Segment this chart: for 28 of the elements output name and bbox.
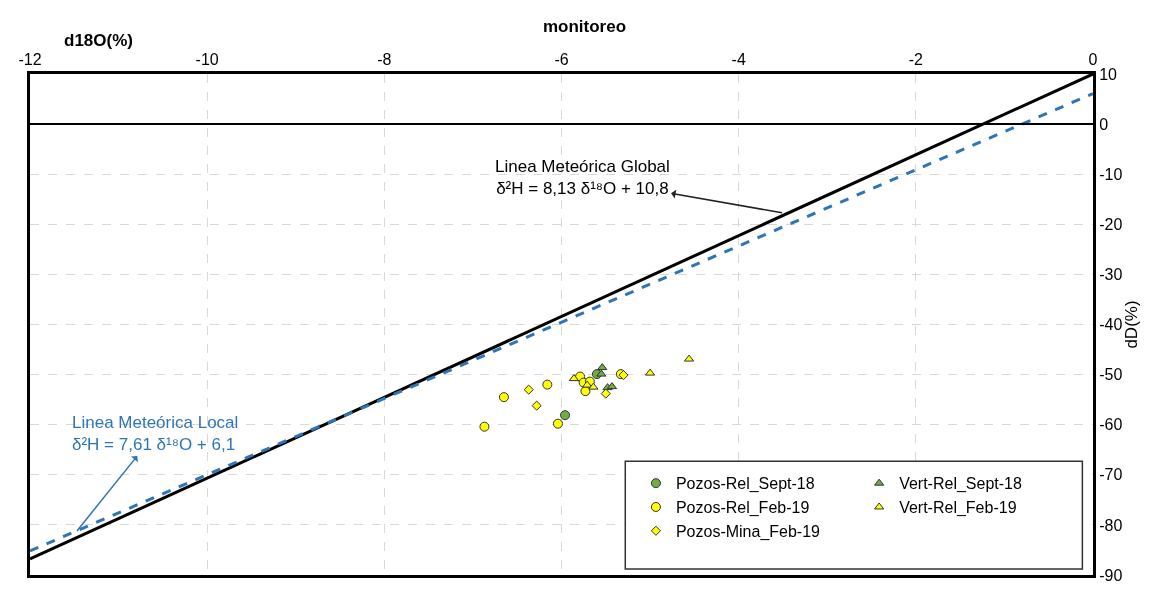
y-tick-label: -60 bbox=[1099, 416, 1123, 434]
y-tick-label: -20 bbox=[1099, 215, 1123, 233]
annotation: Linea Meteórica Global δ²H = 8,13 δ¹⁸O + 10,8 bbox=[495, 157, 670, 199]
x-axis-title: d18O(%) bbox=[64, 31, 133, 50]
x-tick-label: -2 bbox=[908, 50, 924, 68]
y-axis-title: dD(%) bbox=[1122, 300, 1142, 349]
y-tick-label: -40 bbox=[1099, 316, 1123, 334]
y-tick-label: -50 bbox=[1099, 366, 1123, 384]
legend-label: Vert-Rel_Feb-19 bbox=[899, 499, 1017, 518]
x-tick-label: -4 bbox=[731, 50, 746, 68]
x-tick-label: -6 bbox=[554, 50, 569, 68]
x-tick-label: 0 bbox=[1088, 50, 1098, 68]
legend-label: Pozos-Rel_Sept-18 bbox=[675, 475, 815, 494]
legend-label: Vert-Rel_Sept-18 bbox=[899, 475, 1022, 494]
x-tick-label: -8 bbox=[377, 50, 392, 68]
y-tick-label: 10 bbox=[1099, 65, 1118, 83]
y-tick-label: -90 bbox=[1099, 566, 1123, 584]
y-tick-label: -30 bbox=[1099, 266, 1123, 283]
chart-title: monitoreo bbox=[542, 17, 627, 37]
y-tick-label: -10 bbox=[1099, 165, 1123, 183]
y-tick-label: -70 bbox=[1099, 466, 1123, 484]
x-tick-label: -10 bbox=[195, 50, 219, 68]
y-tick-label: 0 bbox=[1099, 115, 1109, 133]
legend-label: Pozos-Mina_Feb-19 bbox=[675, 523, 821, 542]
x-tick-label: -12 bbox=[18, 50, 42, 68]
y-tick-label: -80 bbox=[1099, 516, 1123, 534]
annotation: Linea Meteórica Local δ²H = 7,61 δ¹⁸O + 6,1 bbox=[72, 413, 239, 455]
legend-label: Pozos-Rel_Feb-19 bbox=[675, 499, 810, 518]
